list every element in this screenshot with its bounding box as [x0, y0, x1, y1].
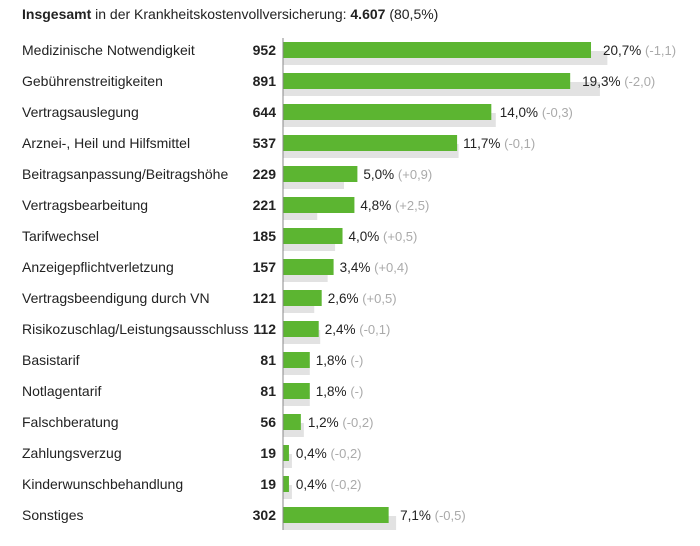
current-bar	[283, 228, 343, 244]
change-label: (+0,9)	[398, 167, 432, 182]
category-label: Basistarif	[22, 352, 80, 368]
percent-label: 14,0% (-0,3)	[500, 105, 573, 120]
current-bar	[283, 414, 301, 430]
change-label: (-0,2)	[342, 415, 373, 430]
current-bar	[283, 352, 310, 368]
percent-label: 2,4% (-0,1)	[325, 322, 391, 337]
count-label: 19	[260, 476, 276, 492]
title-share: (80,5%)	[385, 6, 439, 22]
change-label: (+0,5)	[362, 291, 396, 306]
change-label: (-0,3)	[542, 105, 573, 120]
current-bar	[283, 290, 322, 306]
category-label: Kinderwunschbehandlung	[22, 476, 183, 492]
current-bar	[283, 42, 592, 58]
count-label: 221	[253, 197, 277, 213]
count-label: 537	[253, 135, 277, 151]
count-label: 121	[253, 290, 277, 306]
change-label: (-0,2)	[330, 446, 361, 461]
category-label: Notlagentarif	[22, 383, 101, 399]
category-label: Vertragsbearbeitung	[22, 197, 148, 213]
current-bar	[283, 197, 355, 213]
chart-title: Insgesamt in der Krankheitskostenvollver…	[22, 6, 438, 22]
count-label: 229	[253, 166, 277, 182]
count-label: 56	[260, 414, 276, 430]
percent-label: 19,3% (-2,0)	[582, 74, 655, 89]
count-label: 891	[253, 73, 277, 89]
change-label: (-1,1)	[645, 43, 676, 58]
current-bar	[283, 73, 571, 89]
percent-label: 20,7% (-1,1)	[603, 43, 676, 58]
current-bar	[283, 476, 289, 492]
count-label: 185	[253, 228, 277, 244]
percent-label: 1,8% (-)	[316, 384, 364, 399]
category-label: Beitragsanpassung/Beitragshöhe	[22, 166, 228, 182]
change-label: (+0,4)	[374, 260, 408, 275]
category-label: Arznei-, Heil und Hilfsmittel	[22, 135, 190, 151]
current-bar	[283, 445, 289, 461]
percent-label: 4,8% (+2,5)	[360, 198, 429, 213]
category-label: Medizinische Notwendigkeit	[22, 42, 195, 58]
current-bar	[283, 135, 458, 151]
change-label: (+2,5)	[395, 198, 429, 213]
count-label: 644	[253, 104, 277, 120]
change-label: (-)	[350, 384, 363, 399]
change-label: (+0,5)	[383, 229, 417, 244]
current-bar	[283, 259, 334, 275]
change-label: (-0,2)	[330, 477, 361, 492]
count-label: 81	[260, 352, 276, 368]
percent-label: 4,0% (+0,5)	[349, 229, 418, 244]
percent-label: 2,6% (+0,5)	[328, 291, 397, 306]
current-bar	[283, 104, 492, 120]
current-bar	[283, 507, 389, 523]
count-label: 19	[260, 445, 276, 461]
percent-label: 0,4% (-0,2)	[296, 477, 362, 492]
change-label: (-0,1)	[504, 136, 535, 151]
change-label: (-)	[350, 353, 363, 368]
category-label: Falschberatung	[22, 414, 119, 430]
count-label: 302	[253, 507, 277, 523]
percent-label: 1,8% (-)	[316, 353, 364, 368]
category-label: Sonstiges	[22, 507, 83, 523]
category-label: Anzeigepflichtverletzung	[22, 259, 174, 275]
title-total: 4.607	[350, 6, 386, 22]
category-label: Vertragsauslegung	[22, 104, 139, 120]
percent-label: 11,7% (-0,1)	[463, 136, 535, 151]
title-prefix: Insgesamt	[22, 6, 92, 22]
change-label: (-0,5)	[435, 508, 466, 523]
current-bar	[283, 166, 358, 182]
change-label: (-2,0)	[624, 74, 655, 89]
category-label: Zahlungsverzug	[22, 445, 122, 461]
category-label: Vertragsbeendigung durch VN	[22, 290, 210, 306]
count-label: 952	[253, 42, 277, 58]
title-text: in der Krankheitskostenvollversicherung:	[91, 6, 351, 22]
percent-label: 0,4% (-0,2)	[296, 446, 362, 461]
percent-label: 5,0% (+0,9)	[363, 167, 432, 182]
category-label: Gebührenstreitigkeiten	[22, 73, 163, 89]
count-label: 112	[253, 321, 276, 337]
count-label: 81	[260, 383, 276, 399]
category-label: Tarifwechsel	[22, 228, 99, 244]
percent-label: 3,4% (+0,4)	[340, 260, 409, 275]
category-label: Risikozuschlag/Leistungsausschluss	[22, 321, 248, 337]
current-bar	[283, 321, 319, 337]
current-bar	[283, 383, 310, 399]
change-label: (-0,1)	[359, 322, 390, 337]
percent-label: 7,1% (-0,5)	[400, 508, 466, 523]
percent-label: 1,2% (-0,2)	[308, 415, 374, 430]
count-label: 157	[253, 259, 277, 275]
